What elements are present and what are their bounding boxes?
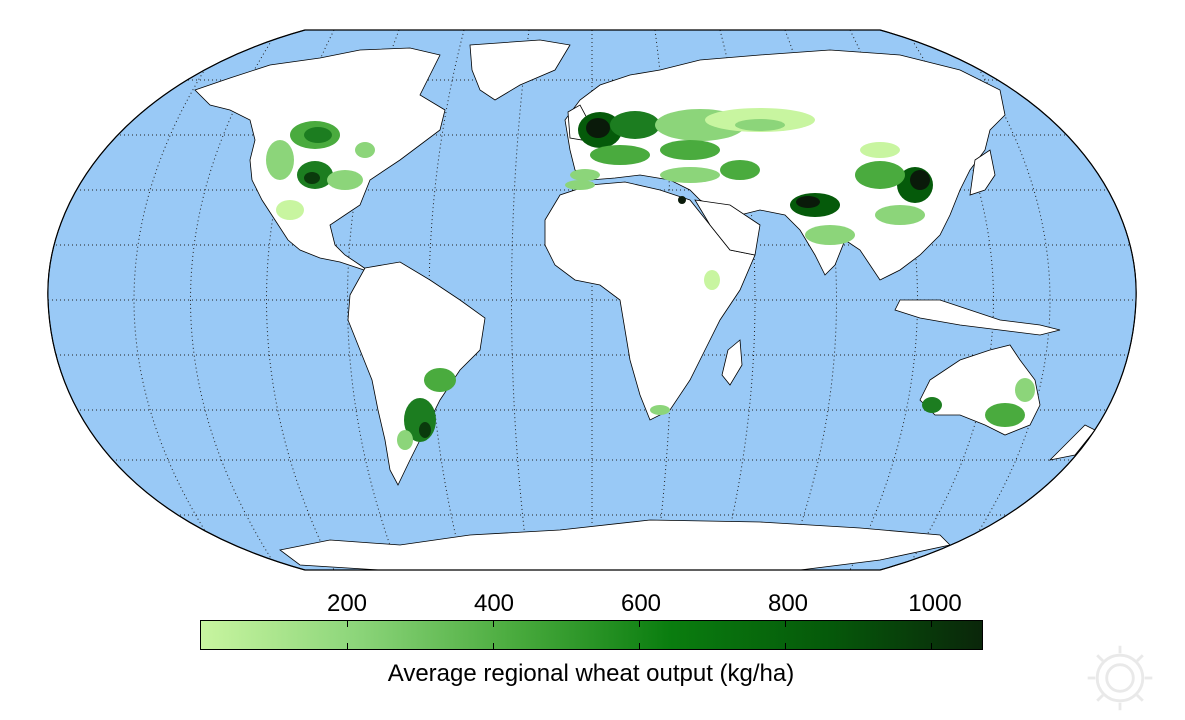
colorbar-tick-label: 400 <box>473 590 515 617</box>
colorbar-tick-label: 800 <box>767 590 809 617</box>
colorbar-tick-label: 1000 <box>908 590 962 617</box>
indonesia <box>894 299 1061 336</box>
colorbar-tick-label: 600 <box>620 590 662 617</box>
colorbar-tick-mark <box>930 621 932 627</box>
colorbar <box>200 620 983 650</box>
colorbar-tick-mark <box>930 643 932 649</box>
antarctica <box>279 519 951 570</box>
new-zealand <box>1048 424 1096 461</box>
greenland <box>469 39 571 101</box>
south-america <box>347 261 486 486</box>
colorbar-tick-mark <box>346 643 348 649</box>
colorbar-label: Average regional wheat output (kg/ha) <box>387 660 795 687</box>
madagascar <box>721 339 743 386</box>
wheat-patches <box>266 108 1035 450</box>
colorbar-tick-mark <box>638 621 640 627</box>
gear-watermark-icon <box>1087 645 1153 711</box>
japan <box>969 149 996 196</box>
africa <box>544 181 756 421</box>
colorbar-tick-mark <box>784 621 786 627</box>
arabia <box>694 199 761 256</box>
colorbar-tick-mark <box>492 643 494 649</box>
north-america <box>194 47 446 273</box>
world-map <box>47 29 1137 571</box>
colorbar-tick-mark <box>346 621 348 627</box>
colorbar-tick-label: 200 <box>326 590 368 617</box>
colorbar-tick-mark <box>638 643 640 649</box>
colorbar-tick-mark <box>784 643 786 649</box>
colorbar-tick-mark <box>492 621 494 627</box>
